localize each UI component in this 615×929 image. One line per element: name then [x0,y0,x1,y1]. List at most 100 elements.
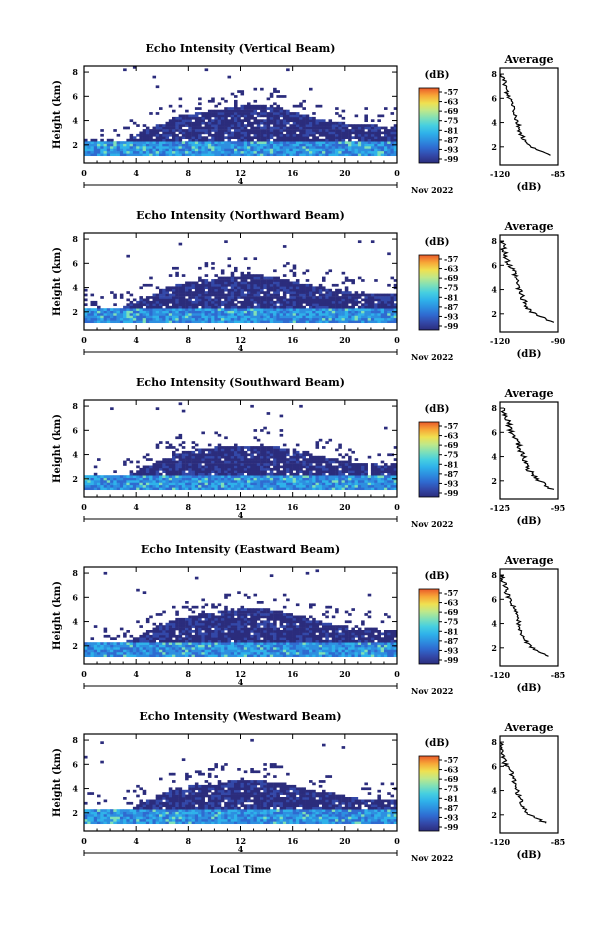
heatmap-cell [367,308,372,311]
heatmap-cell [224,305,228,309]
heatmap-cell [240,126,245,130]
heatmap-cell [341,460,346,464]
heatmap-cell [132,320,137,324]
heatmap-cell [132,148,137,152]
heatmap-cell [370,480,375,483]
heatmap-cell [211,141,215,144]
heatmap-cell [325,300,329,304]
heatmap-cell [260,138,264,142]
heatmap-cell [93,148,98,152]
heatmap-cell [305,460,310,464]
heatmap-cell [145,146,150,149]
heatmap-cell [142,320,147,324]
heatmap-cell [136,303,140,307]
heatmap-cell [243,465,248,469]
heatmap-cell [136,133,140,137]
heatmap-cell [162,480,166,483]
heatmap-cell [188,310,192,314]
heatmap-cell [172,124,176,127]
heatmap-cell [159,647,163,650]
heatmap-cell [302,131,306,135]
heatmap-cell [295,291,300,294]
heatmap-cell [374,293,378,297]
heatmap-cell [175,271,179,275]
heatmap-cell [207,124,212,127]
heatmap-cell [132,146,137,149]
heatmap-cell [220,126,225,130]
heatmap-cell [220,615,225,619]
heatmap-cell [325,146,329,149]
heatmap-cell [234,131,238,135]
heatmap-cell [302,99,306,103]
heatmap-cell [106,647,111,650]
heatmap-cell [269,112,274,115]
heatmap-cell [211,119,215,123]
heatmap-cell [273,276,277,280]
heatmap-cell [181,460,186,464]
heatmap-cell [172,310,176,314]
heatmap-cell [315,143,320,147]
heatmap-cell [269,317,274,321]
heatmap-cell [103,477,108,481]
heatmap-cell [312,150,316,154]
heatmap-cell [191,283,196,287]
heatmap-cell [152,146,157,149]
heatmap-cell [100,153,104,157]
heatmap-cell [256,308,261,311]
heatmap-cell [155,293,160,297]
heatmap-cell [175,639,179,643]
heatmap-cell [116,310,121,314]
heatmap-cell [204,313,209,316]
heatmap-cell [84,148,88,152]
heatmap-cell [159,126,163,130]
heatmap-cell [295,480,300,483]
heatmap-cell [335,465,339,469]
heatmap-cell [159,639,163,643]
heatmap-cell [338,475,342,478]
heatmap-cell [260,453,264,457]
heatmap-cell [84,487,88,491]
heatmap-cell [168,477,173,481]
heatmap-cell [286,298,290,302]
heatmap-cell [126,651,130,655]
heatmap-cell [224,620,228,624]
heatmap-cell [204,131,209,135]
heatmap-cell [220,446,225,449]
heatmap-cell [315,303,320,307]
heatmap-cell [328,482,333,486]
heatmap-cell [289,317,293,321]
heatmap-cell [113,480,117,483]
heatmap-cell [344,148,349,152]
heatmap-cell [178,622,183,626]
heatmap-cell [162,651,166,655]
heatmap-cell [84,320,88,324]
heatmap-cell [328,305,333,309]
heatmap-cell [211,622,215,626]
heatmap-cell [159,472,163,476]
heatmap-cell [390,320,395,324]
heatmap-cell [315,313,320,316]
heatmap-cell [126,303,130,307]
heatmap-cell [292,271,297,275]
heatmap-cell [132,121,137,125]
heatmap-cell [191,647,196,650]
heatmap-cell [100,138,104,142]
heatmap-cell [282,465,287,469]
heatmap-cell [188,293,192,297]
heatmap-cell [145,647,150,650]
heatmap-cell [87,141,91,144]
heatmap-cell [309,303,313,307]
heatmap-cell [224,286,228,290]
heatmap-cell [253,315,258,319]
heatmap-cell [367,487,372,491]
heatmap-cell [116,644,121,648]
heatmap-cell [149,138,153,142]
heatmap-cell [315,455,320,459]
heatmap-cell [90,150,95,154]
heatmap-cell [361,470,365,474]
heatmap-cell [276,124,280,127]
heatmap-cell [139,472,143,476]
heatmap-cell [344,467,349,471]
heatmap-cell [181,463,186,466]
heatmap-cell [348,129,352,132]
